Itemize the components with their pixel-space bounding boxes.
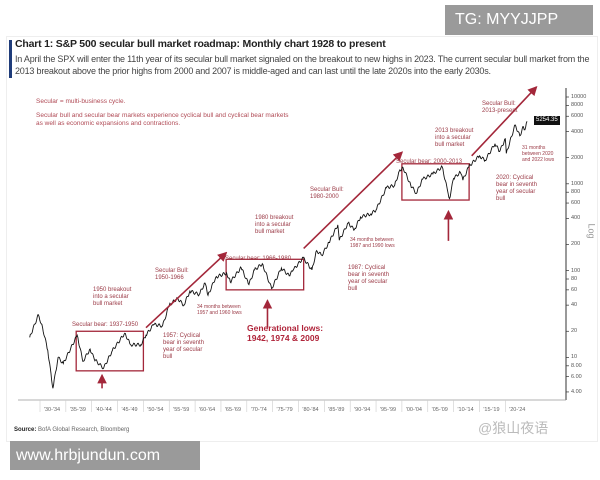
secular-bull-arrow bbox=[145, 251, 228, 329]
chart-title: Chart 1: S&P 500 secular bull market roa… bbox=[15, 38, 386, 50]
source-note: Source: BofA Global Research, Bloomberg bbox=[14, 427, 129, 433]
title-accent-bar bbox=[9, 40, 12, 78]
y-tick-label: 4.00 bbox=[571, 388, 582, 395]
y-tick-label: 6000 bbox=[571, 113, 584, 120]
x-tick-label: '90-'94 bbox=[354, 407, 371, 413]
bull-label-1980: Secular Bull: 1980-2000 bbox=[310, 187, 344, 200]
y-tick-label: 8000 bbox=[571, 102, 584, 109]
box-label-1937: Secular bear: 1937-1950 bbox=[72, 322, 139, 328]
y-tick-label: 6.00 bbox=[571, 373, 582, 380]
y-tick-label: 2000 bbox=[571, 154, 584, 161]
x-tick-label: '15-'19 bbox=[483, 407, 500, 413]
x-tick-label: '05-'09 bbox=[431, 407, 448, 413]
secular-bear-box bbox=[75, 330, 145, 372]
y-tick-label: 10 bbox=[571, 354, 578, 361]
x-tick-label: '45-'49 bbox=[121, 407, 138, 413]
y-tick-label: 40 bbox=[571, 302, 578, 309]
secular-bear-box bbox=[401, 163, 470, 201]
last-price-tag: 5254.35 bbox=[534, 116, 560, 125]
x-tick-label: '10-'14 bbox=[457, 407, 474, 413]
y-axis-label: Log bbox=[586, 223, 597, 239]
x-tick-label: '80-'84 bbox=[302, 407, 319, 413]
y-tick-label: 600 bbox=[571, 200, 581, 207]
x-tick-label: '35-'39 bbox=[69, 407, 86, 413]
intro-note-2: Secular bull and secular bear markets ex… bbox=[36, 112, 289, 127]
secular-bull-arrow bbox=[303, 151, 404, 250]
y-tick-label: 100 bbox=[571, 267, 581, 274]
y-tick-label: 4000 bbox=[571, 128, 584, 135]
intro-note-1: Secular = multi-business cycle. bbox=[36, 98, 126, 105]
y-tick-label: 80 bbox=[571, 276, 578, 282]
site-watermark: www.hrbjundun.com bbox=[10, 441, 200, 470]
note-1987-cyclical: 1987: Cyclical bear in seventh year of s… bbox=[348, 265, 390, 292]
x-tick-label: '40-'44 bbox=[95, 407, 112, 413]
note-1957-months: 34 months between 1957 and 1960 lows bbox=[197, 304, 242, 316]
chart-subtitle: In April the SPX will enter the 11th yea… bbox=[15, 54, 590, 76]
y-tick-label: 200 bbox=[571, 241, 581, 248]
note-1980-breakout: 1980 breakout into a secular bull market bbox=[255, 215, 294, 235]
generational-lows-years: 1942, 1974 & 2009 bbox=[247, 333, 320, 343]
source-label: Source: bbox=[14, 427, 37, 433]
x-tick-label: '85-'89 bbox=[328, 407, 345, 413]
generational-lows-title: Generational lows: bbox=[247, 323, 324, 333]
y-tick-label: 800 bbox=[571, 189, 581, 196]
sp500-line bbox=[29, 121, 528, 389]
note-1950-breakout: 1950 breakout into a secular bull market bbox=[93, 287, 132, 307]
x-tick-label: '65-'69 bbox=[224, 407, 242, 413]
tg-watermark: TG: MYYJJPP bbox=[445, 5, 593, 35]
weibo-watermark: @狼山夜语 bbox=[478, 420, 549, 436]
x-tick-label: '75-'79 bbox=[276, 407, 293, 413]
x-tick-label: '00-'04 bbox=[405, 407, 422, 413]
note-2020-cyclical: 2020: Cyclical bear in seventh year of s… bbox=[496, 175, 538, 202]
box-label-2000: Secular bear: 2000-2013 bbox=[396, 159, 463, 165]
bull-label-1950: Secular Bull: 1950-1966 bbox=[155, 268, 189, 281]
box-label-1966: Secular bear: 1966-1980 bbox=[225, 256, 292, 262]
x-tick-label: '70-'74 bbox=[250, 407, 267, 413]
source-text: BofA Global Research, Bloomberg bbox=[38, 427, 130, 433]
note-1957-cyclical: 1957: Cyclical bear in seventh year of s… bbox=[163, 333, 205, 360]
y-tick-label: 10000 bbox=[571, 94, 587, 100]
y-tick-label: 20 bbox=[571, 328, 578, 335]
x-tick-label: '30-'34 bbox=[43, 407, 61, 413]
y-tick-label: 60 bbox=[571, 286, 578, 293]
secular-bull-arrow bbox=[471, 85, 538, 157]
note-2020-months: 31 months between 2020 and 2022 lows bbox=[522, 145, 555, 163]
y-tick-label: 8.00 bbox=[571, 362, 582, 369]
secular-bear-box bbox=[225, 258, 305, 291]
y-tick-label: 400 bbox=[571, 215, 581, 222]
note-1987-months: 34 months between 1987 and 1990 lows bbox=[350, 237, 395, 249]
y-tick-label: 1000 bbox=[571, 180, 584, 187]
x-tick-label: '55-'59 bbox=[173, 407, 190, 413]
x-tick-label: '20-'24 bbox=[509, 407, 526, 413]
x-tick-label: '95-'99 bbox=[379, 407, 397, 413]
x-tick-label: '60-'64 bbox=[199, 407, 216, 413]
x-tick-label: '50-'54 bbox=[147, 407, 164, 413]
bull-label-2013: Secular Bull: 2013-present bbox=[482, 101, 518, 114]
note-2013-breakout: 2013 breakout into a secular bull market bbox=[435, 128, 474, 148]
